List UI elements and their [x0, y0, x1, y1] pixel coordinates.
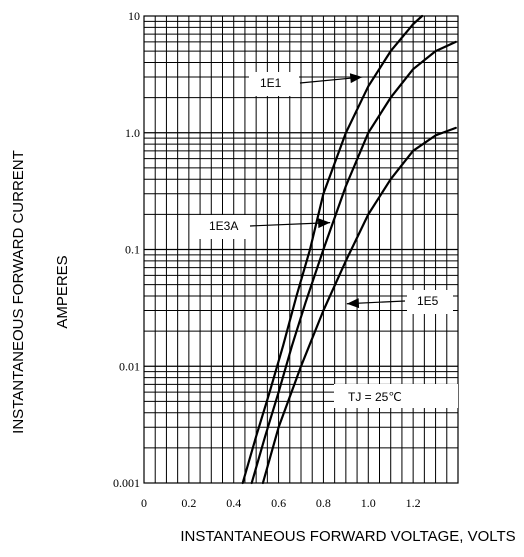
- annotation-background: [197, 215, 247, 239]
- x-tick-label: 1.0: [361, 496, 376, 510]
- series-line-1e3a: [250, 40, 457, 485]
- annotation-background: [249, 72, 299, 96]
- y-tick-label: 0.1: [125, 243, 140, 257]
- x-tick-label: 0.8: [316, 496, 331, 510]
- arrow-1e5-head: [346, 298, 360, 309]
- x-tick-label: 0.6: [271, 496, 286, 510]
- annotation-1e5-label: 1E5: [417, 294, 439, 308]
- annotation-arrows: [249, 73, 406, 309]
- x-tick-label: 0.2: [181, 496, 196, 510]
- plot-frame: [143, 15, 459, 484]
- x-tick-label: 1.2: [406, 496, 421, 510]
- arrow-1e1-head: [349, 73, 363, 84]
- arrow-1e3a-line: [249, 221, 331, 227]
- y-axis-title-line-2: AMPERES: [54, 255, 71, 328]
- y-tick-label: 1.0: [125, 126, 140, 140]
- annotation-backgrounds: [197, 72, 458, 408]
- y-tick-label: 0.001: [113, 476, 140, 490]
- y-tick-label: 0.01: [119, 359, 140, 373]
- x-axis-title: INSTANTANEOUS FORWARD VOLTAGE, VOLTS: [180, 528, 515, 545]
- y-tick-label: 10: [128, 9, 140, 23]
- y-axis-title-line-1: INSTANTANEOUS FORWARD CURRENT: [10, 150, 27, 434]
- series-line-1e5: [261, 126, 457, 485]
- junction-temperature-label: TJ = 25℃: [348, 390, 402, 404]
- x-tick-label: 0.4: [226, 496, 241, 510]
- x-tick-labels: 0 0.2 0.4 0.6 0.8 1.0 1.2: [141, 496, 421, 510]
- x-tick-label: 0: [141, 496, 147, 510]
- series-lines: [241, 14, 457, 485]
- annotation-1e3a-label: 1E3A: [209, 219, 238, 233]
- annotation-background: [334, 384, 458, 408]
- annotation-background: [407, 290, 453, 314]
- series-line-1e1: [241, 14, 424, 485]
- grid: [144, 16, 458, 483]
- y-tick-labels: 0.001 0.01 0.1 1.0 10: [113, 9, 140, 490]
- annotation-1e1-label: 1E1: [260, 76, 282, 90]
- arrow-1e3a-head: [317, 218, 331, 229]
